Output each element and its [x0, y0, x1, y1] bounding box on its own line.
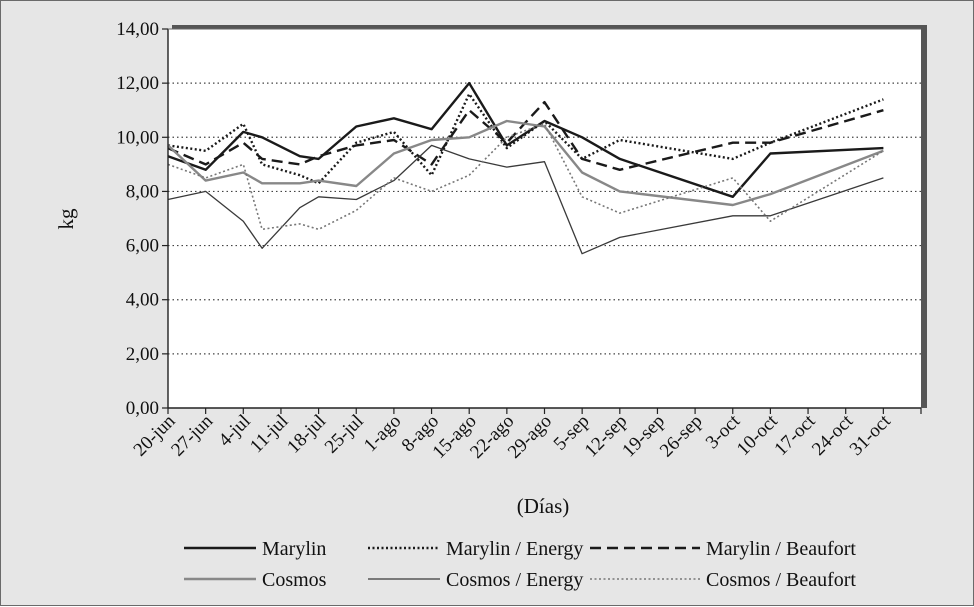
- x-tick-label: 27-jun: [167, 410, 217, 460]
- x-tick-label: 18-jul: [283, 411, 330, 458]
- y-tick-label: 6,00: [126, 236, 159, 257]
- x-tick-label: 26-sep: [656, 411, 707, 462]
- legend: Marylin Marylin / Energy Marylin / Beaufor…: [184, 538, 856, 591]
- legend-label-3: Cosmos: [262, 569, 327, 591]
- series-line-2: [167, 100, 884, 171]
- y-tick-label: 8,00: [126, 181, 159, 202]
- legend-label-1: Marylin / Energy: [446, 538, 583, 560]
- x-tick-label: 31-oct: [846, 410, 896, 460]
- x-tick-label: 1-ago: [360, 411, 405, 456]
- x-tick-label: 24-oct: [808, 410, 858, 460]
- series-line-0: [167, 81, 884, 198]
- x-tick-label: 19-sep: [618, 411, 669, 462]
- x-tick-label: 10-oct: [733, 410, 783, 460]
- y-tick-label: 2,00: [126, 344, 159, 365]
- series-line-3: [167, 119, 884, 207]
- legend-label-4: Cosmos / Energy: [446, 569, 583, 591]
- x-tick-label: 11-jul: [246, 411, 292, 457]
- y-axis-title: kg: [54, 208, 78, 230]
- y-tick-label: 14,00: [116, 19, 159, 40]
- y-tick-label: 0,00: [126, 398, 159, 419]
- x-tick-label: 12-sep: [581, 411, 632, 462]
- series-line-1: [167, 92, 884, 185]
- plot-area: [168, 29, 921, 408]
- x-tick-label: 25-jul: [321, 411, 368, 458]
- x-axis-title: (Días): [517, 494, 569, 518]
- y-tick-label: 10,00: [116, 127, 159, 148]
- legend-label-2: Marylin / Beaufort: [706, 538, 856, 560]
- series-line-4: [167, 144, 884, 255]
- y-tick-label: 12,00: [116, 73, 159, 94]
- x-tick-label: 29-ago: [504, 411, 556, 463]
- legend-label-0: Marylin: [262, 538, 326, 560]
- legend-label-5: Cosmos / Beaufort: [706, 569, 856, 591]
- y-tick-label: 4,00: [126, 290, 159, 311]
- x-tick-label: 17-oct: [770, 410, 820, 460]
